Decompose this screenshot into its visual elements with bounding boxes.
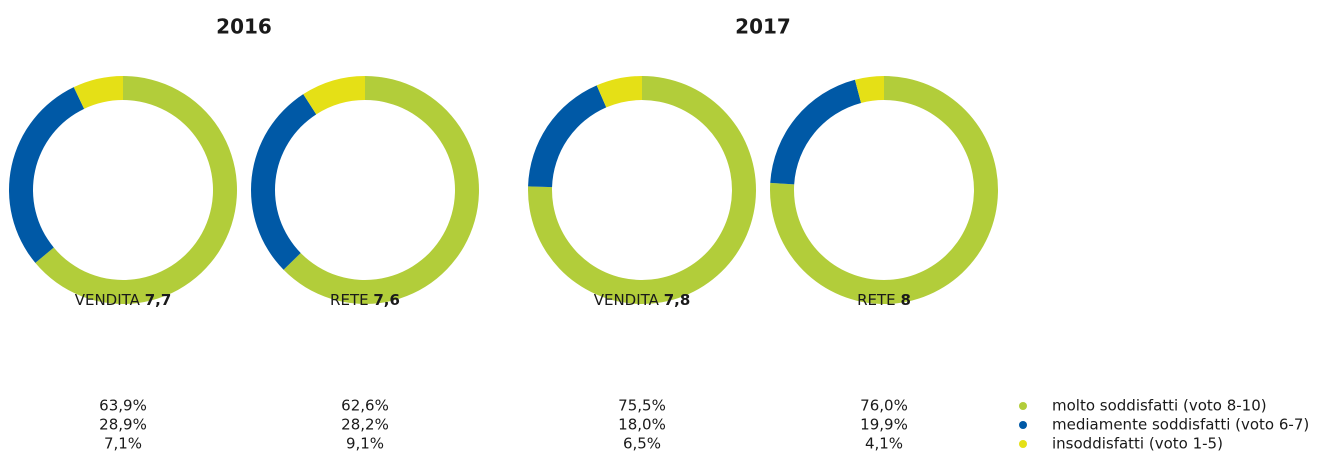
donut-segment [35,76,238,304]
label-score: 8 [900,291,910,309]
donut-label: VENDITA 7,8 [594,291,691,309]
label-score: 7,6 [373,291,400,309]
group-title: 2016 [216,15,272,39]
donut-segment [303,76,365,115]
label-name: RETE [857,291,896,309]
legend-swatch [1019,421,1027,429]
value-label: 28,2% [341,416,389,434]
donut-segment [528,85,607,188]
value-label: 4,1% [865,435,903,453]
legend-label: mediamente soddisfatti (voto 6-7) [1052,416,1309,434]
value-label: 9,1% [346,435,384,453]
donut-segment [8,87,85,263]
label-name: RETE [330,291,369,309]
legend-label: insoddisfatti (voto 1-5) [1052,435,1223,453]
label-name: VENDITA [75,291,141,309]
value-label: 19,9% [860,416,908,434]
value-label: 62,6% [341,397,389,415]
donut-segment [596,76,642,108]
value-label: 76,0% [860,397,908,415]
donut-segment [770,79,862,185]
value-label: 75,5% [618,397,666,415]
donut-label: RETE 8 [857,291,911,309]
legend-label: molto soddisfatti (voto 8-10) [1052,397,1267,415]
label-score: 7,7 [145,291,172,309]
donut-label: RETE 7,6 [330,291,400,309]
donut-segment [283,76,480,304]
value-label: 18,0% [618,416,666,434]
value-label: 28,9% [99,416,147,434]
value-label: 63,9% [99,397,147,415]
label-name: VENDITA [594,291,660,309]
donut-label: VENDITA 7,7 [75,291,172,309]
legend-swatch [1019,440,1027,448]
donut-segment [251,94,317,270]
legend-swatch [1019,402,1027,410]
donut-segment [73,76,123,109]
donut-segment [854,76,884,103]
group-title: 2017 [735,15,791,39]
value-label: 6,5% [623,435,661,453]
label-score: 7,8 [664,291,691,309]
value-label: 7,1% [104,435,142,453]
